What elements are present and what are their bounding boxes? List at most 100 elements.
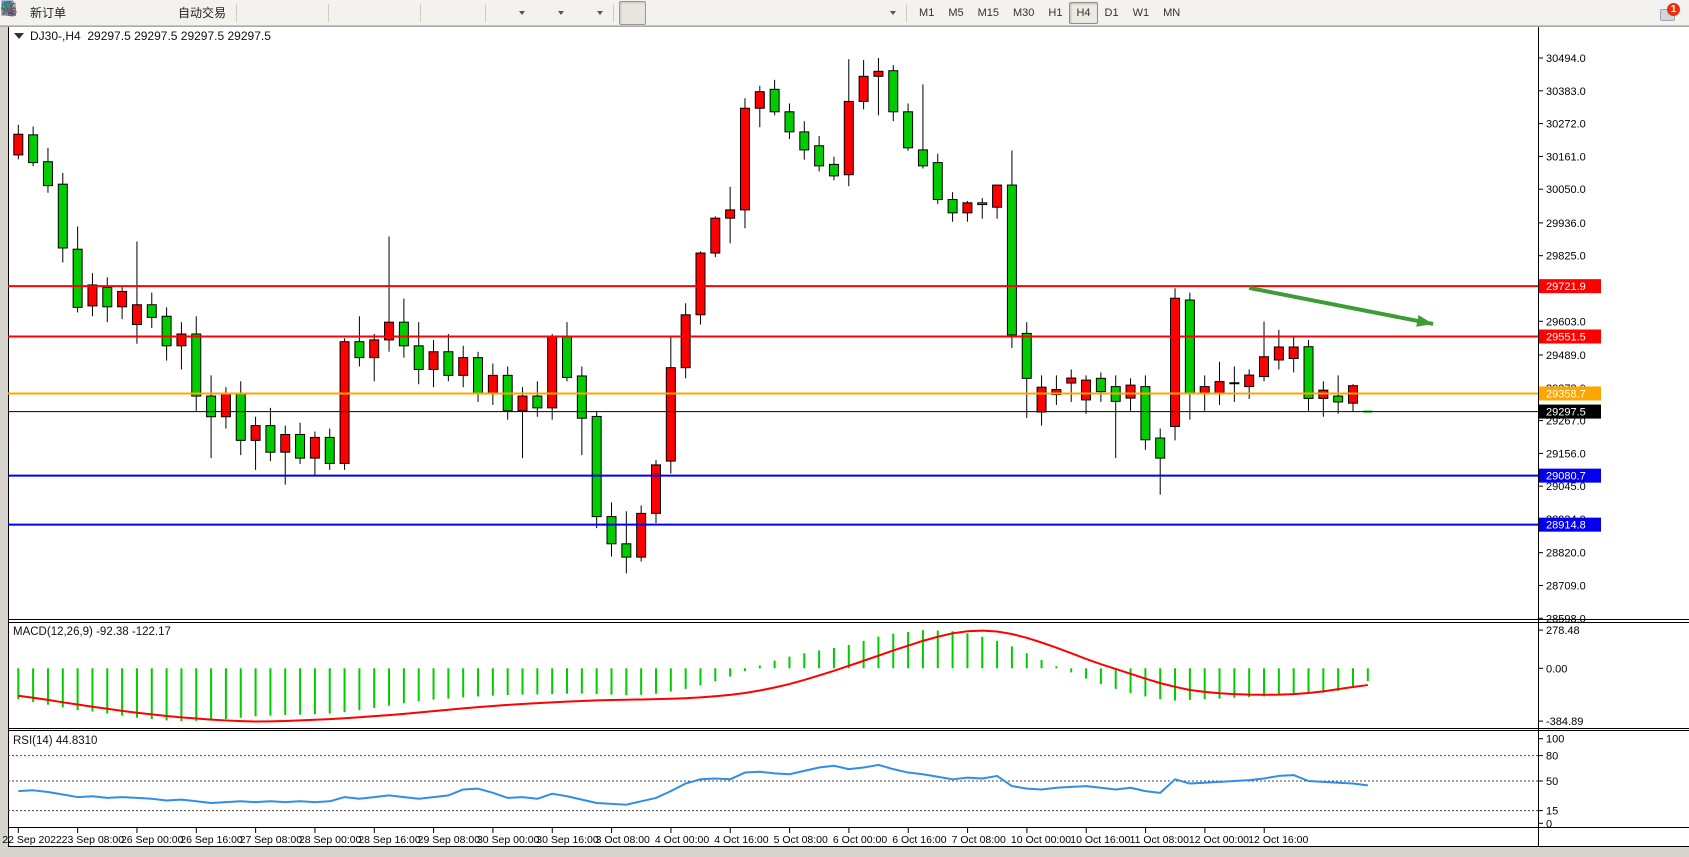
market-watch-button[interactable] bbox=[0, 1, 125, 25]
crosshair-button[interactable] bbox=[2, 1, 673, 25]
timeframe-button-mn[interactable]: MN bbox=[1163, 6, 1181, 19]
timeframe-button-d1[interactable]: D1 bbox=[1104, 6, 1119, 19]
candle-chart-button[interactable] bbox=[2, 1, 296, 25]
charts-button[interactable] bbox=[1, 1, 98, 25]
price-axis[interactable]: 30494.0 30383.0 30272.0 30161.0 30050.0 29936… bbox=[1538, 53, 1586, 625]
candle-chart-icon bbox=[2, 2, 291, 21]
time-tick-label: 5 Oct 08:00 bbox=[774, 834, 828, 846]
time-tick-label: 4 Oct 16:00 bbox=[714, 834, 768, 846]
timeframe-button-m30[interactable]: M30 bbox=[1013, 6, 1035, 19]
vertical-line-button[interactable] bbox=[7, 1, 700, 25]
price-tick-label: 29489.0 bbox=[1546, 350, 1586, 362]
price-tick-label: 30050.0 bbox=[1546, 184, 1586, 196]
line-chart-button[interactable] bbox=[2, 1, 323, 25]
toolbar-separator bbox=[613, 3, 615, 22]
arrows-button[interactable] bbox=[4, 1, 901, 25]
candle bbox=[72, 248, 83, 308]
level-price-label-bg bbox=[1539, 404, 1601, 419]
main-chart-surface[interactable] bbox=[8, 26, 1538, 620]
candle bbox=[384, 321, 395, 341]
candle bbox=[888, 70, 899, 113]
timeframe-button-m15[interactable]: M15 bbox=[977, 6, 999, 19]
candle bbox=[1170, 297, 1181, 427]
level-price-text: 29080.7 bbox=[1546, 471, 1586, 483]
auto-scroll-button[interactable] bbox=[2, 1, 453, 25]
chevron-down-icon bbox=[597, 10, 604, 15]
level-price-label-bg bbox=[1539, 279, 1601, 294]
price-tick-label: 30383.0 bbox=[1546, 86, 1586, 98]
channel-button[interactable]: E bbox=[1, 1, 781, 25]
toolbar-separator bbox=[906, 3, 908, 22]
macd-indicator-label: MACD(12,26,9) -92.38 -122.17 bbox=[13, 626, 171, 638]
template-icon bbox=[1, 2, 591, 21]
time-tick-label: 3 Oct 08:00 bbox=[596, 834, 650, 846]
zoom-in-button[interactable] bbox=[1, 1, 361, 25]
macd-axis-label: 278.48 bbox=[1546, 625, 1580, 637]
templates-button[interactable] bbox=[1, 1, 608, 25]
svg-text:A: A bbox=[4, 1, 13, 16]
candle bbox=[1273, 346, 1284, 361]
candle bbox=[636, 512, 647, 558]
auto-scroll-icon bbox=[2, 2, 448, 21]
zoom-out-icon bbox=[1, 1, 383, 21]
signals-button[interactable] bbox=[1, 1, 152, 25]
candle bbox=[562, 336, 573, 378]
price-tick-label: 29603.0 bbox=[1546, 316, 1586, 328]
arrows-icon bbox=[4, 4, 884, 21]
timeframe-button-m1[interactable]: M1 bbox=[919, 6, 935, 19]
periods-button[interactable] bbox=[1, 1, 569, 25]
text-button[interactable]: A bbox=[4, 1, 835, 25]
trendline-button[interactable] bbox=[2, 1, 754, 25]
autotrading-button[interactable]: 自动交易 bbox=[1, 1, 231, 25]
time-tick-label: 7 Oct 08:00 bbox=[952, 834, 1006, 846]
timeframe-button-w1[interactable]: W1 bbox=[1132, 6, 1150, 19]
candle bbox=[398, 321, 409, 347]
time-tick-label: 30 Sep 16:00 bbox=[536, 834, 599, 846]
price-tick-label: 29156.0 bbox=[1546, 448, 1586, 460]
new-chart-button[interactable] bbox=[1, 1, 530, 25]
tile-windows-button[interactable] bbox=[1, 1, 415, 25]
cursor-button[interactable] bbox=[5, 0, 647, 25]
candle bbox=[917, 149, 928, 167]
line-chart-icon bbox=[2, 2, 318, 21]
candle bbox=[576, 375, 587, 419]
candle bbox=[339, 341, 350, 464]
bar-chart-button[interactable] bbox=[2, 1, 269, 25]
candle bbox=[1021, 332, 1032, 379]
chart-shift-button[interactable] bbox=[2, 1, 480, 25]
svg-text:T: T bbox=[6, 4, 13, 16]
candle bbox=[176, 333, 187, 347]
notifications-button[interactable]: 1 bbox=[1655, 1, 1685, 25]
candle bbox=[443, 351, 454, 376]
candle bbox=[621, 543, 632, 558]
timeframe-button-h1[interactable]: H1 bbox=[1048, 6, 1063, 19]
fibonacci-button[interactable]: F bbox=[2, 1, 808, 25]
candle bbox=[665, 367, 676, 462]
time-tick-label: 11 Oct 08:00 bbox=[1130, 834, 1190, 846]
candle bbox=[799, 131, 810, 151]
trend-arrow-line[interactable] bbox=[1248, 285, 1434, 326]
zoom-out-button[interactable] bbox=[1, 1, 388, 25]
candle bbox=[532, 395, 543, 409]
text-label-button[interactable]: T bbox=[2, 1, 862, 25]
candle bbox=[1155, 437, 1166, 459]
time-tick-label: 6 Oct 16:00 bbox=[892, 834, 946, 846]
cursor-icon bbox=[5, 2, 641, 21]
candle bbox=[250, 425, 261, 441]
candle bbox=[591, 415, 602, 518]
price-tick-label: 29267.0 bbox=[1546, 416, 1586, 428]
trend-arrow-head[interactable] bbox=[1416, 314, 1434, 327]
timeframe-button-m5[interactable]: M5 bbox=[948, 6, 964, 19]
candle bbox=[117, 290, 128, 308]
rsi-axis-label: 50 bbox=[1546, 776, 1558, 788]
candle bbox=[932, 162, 943, 201]
crosshair-icon bbox=[2, 2, 668, 21]
timeframe-button-h4[interactable]: H4 bbox=[1069, 1, 1098, 24]
macd-axis-label: -384.89 bbox=[1546, 716, 1583, 728]
horizontal-line-button[interactable] bbox=[2, 1, 727, 25]
chart-collapse-icon[interactable] bbox=[14, 33, 24, 39]
search-button[interactable] bbox=[1, 1, 1655, 25]
candle bbox=[324, 436, 335, 464]
